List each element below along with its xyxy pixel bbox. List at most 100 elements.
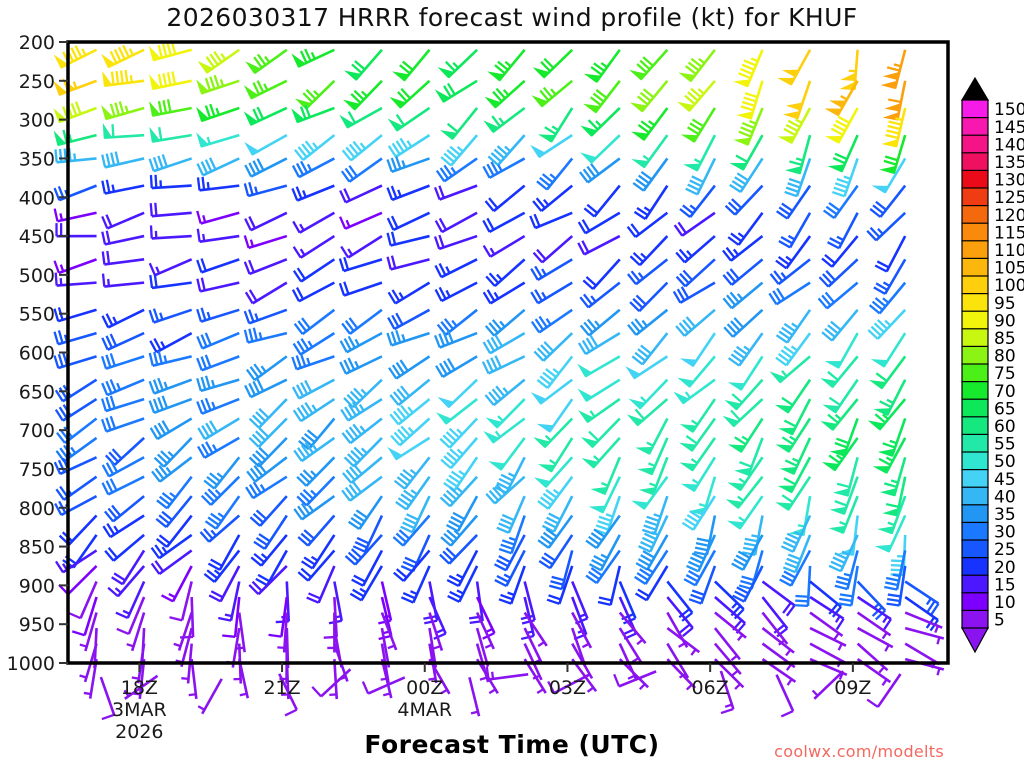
barb-full	[775, 334, 788, 344]
barb-shaft	[282, 612, 289, 653]
barb-full	[486, 217, 495, 231]
barb-shaft	[857, 626, 894, 649]
wind-barb	[68, 580, 98, 620]
barb-shaft	[190, 596, 195, 638]
barb-half	[750, 57, 759, 63]
barb-full	[769, 273, 780, 285]
barb-shaft	[683, 235, 716, 264]
barb-full	[439, 167, 449, 180]
barb-full	[500, 473, 514, 482]
barb-full	[689, 122, 702, 132]
barb-shaft	[761, 596, 789, 630]
barb-full	[201, 176, 206, 190]
wind-barb	[824, 332, 859, 369]
barb-full	[245, 368, 256, 381]
barb-full	[295, 287, 305, 300]
barb-shaft	[700, 565, 717, 605]
barb-full	[836, 437, 850, 445]
barb-full	[634, 575, 647, 585]
barb-full	[740, 105, 754, 112]
watermark-link[interactable]: coolwx.com/modelts	[774, 742, 944, 761]
barb-full	[301, 560, 314, 570]
wind-barb	[58, 514, 98, 546]
wind-barb	[583, 80, 621, 114]
wind-barb	[724, 184, 764, 216]
barb-full	[886, 602, 900, 607]
barb-half	[689, 204, 697, 211]
barb-pennant	[149, 126, 161, 143]
barb-full	[835, 580, 849, 586]
barb-full	[210, 558, 223, 567]
barb-full	[729, 291, 740, 304]
wind-barb	[580, 417, 621, 449]
wind-barb	[386, 255, 430, 271]
barb-full	[547, 680, 556, 694]
barb-shaft	[390, 234, 430, 247]
barb-full	[102, 525, 112, 538]
colorbar-cell	[961, 556, 989, 577]
barb-shaft	[547, 514, 574, 549]
barb-half	[886, 398, 894, 405]
barb-shaft	[57, 331, 97, 346]
wind-barb	[196, 258, 240, 274]
barb-shaft	[391, 331, 430, 347]
barb-full	[148, 380, 156, 394]
barb-half	[835, 454, 844, 461]
wind-barb	[775, 475, 812, 511]
barb-full	[439, 496, 451, 508]
wind-barb	[115, 580, 146, 620]
barb-half	[503, 573, 512, 579]
barb-full	[104, 510, 115, 523]
barb-pennant	[536, 423, 555, 433]
barb-full	[778, 330, 791, 340]
wind-barb	[482, 211, 526, 234]
barb-full	[589, 96, 602, 107]
barb-full	[644, 520, 658, 527]
barb-shaft	[645, 565, 669, 601]
barb-full	[733, 558, 746, 567]
barb-full	[109, 103, 116, 117]
colorbar-tick-label: 130	[994, 171, 1024, 191]
barb-full	[777, 255, 790, 266]
barb-shaft	[362, 549, 384, 587]
barb-full	[723, 326, 734, 338]
barb-full	[400, 525, 413, 534]
barb-full	[338, 282, 346, 296]
barb-half	[595, 120, 602, 128]
barb-pennant	[537, 464, 556, 473]
barb-shaft	[231, 627, 241, 668]
wind-barb	[102, 69, 145, 88]
wind-barb	[54, 147, 97, 164]
wind-barb	[530, 378, 573, 405]
barb-full	[821, 294, 832, 307]
barb-shaft	[402, 549, 431, 582]
barb-full	[544, 126, 557, 136]
barb-pennant	[882, 112, 900, 121]
barb-pennant	[245, 61, 262, 74]
barb-shaft	[301, 436, 336, 463]
barb-pennant	[580, 152, 598, 164]
barb-shaft	[104, 234, 145, 246]
barb-half	[167, 450, 175, 458]
barb-full	[438, 217, 448, 231]
barb-full	[203, 572, 216, 583]
barb-full	[291, 386, 301, 399]
barb-full	[886, 129, 900, 135]
wind-barb	[775, 184, 812, 220]
barb-full	[207, 488, 219, 500]
barb-full	[828, 454, 841, 464]
barb-full	[636, 95, 649, 106]
barb-shaft	[843, 158, 859, 197]
wind-barb	[291, 104, 335, 124]
barb-full	[448, 574, 462, 583]
barb-full	[789, 160, 803, 166]
barb-shaft	[588, 308, 621, 337]
barb-full	[149, 427, 159, 440]
barb-full	[57, 330, 64, 344]
barb-shaft	[570, 596, 588, 635]
barb-full	[348, 403, 357, 417]
wind-barb	[243, 234, 288, 250]
wind-barb	[628, 378, 669, 410]
barb-half	[407, 426, 415, 434]
barb-shaft	[350, 134, 383, 162]
